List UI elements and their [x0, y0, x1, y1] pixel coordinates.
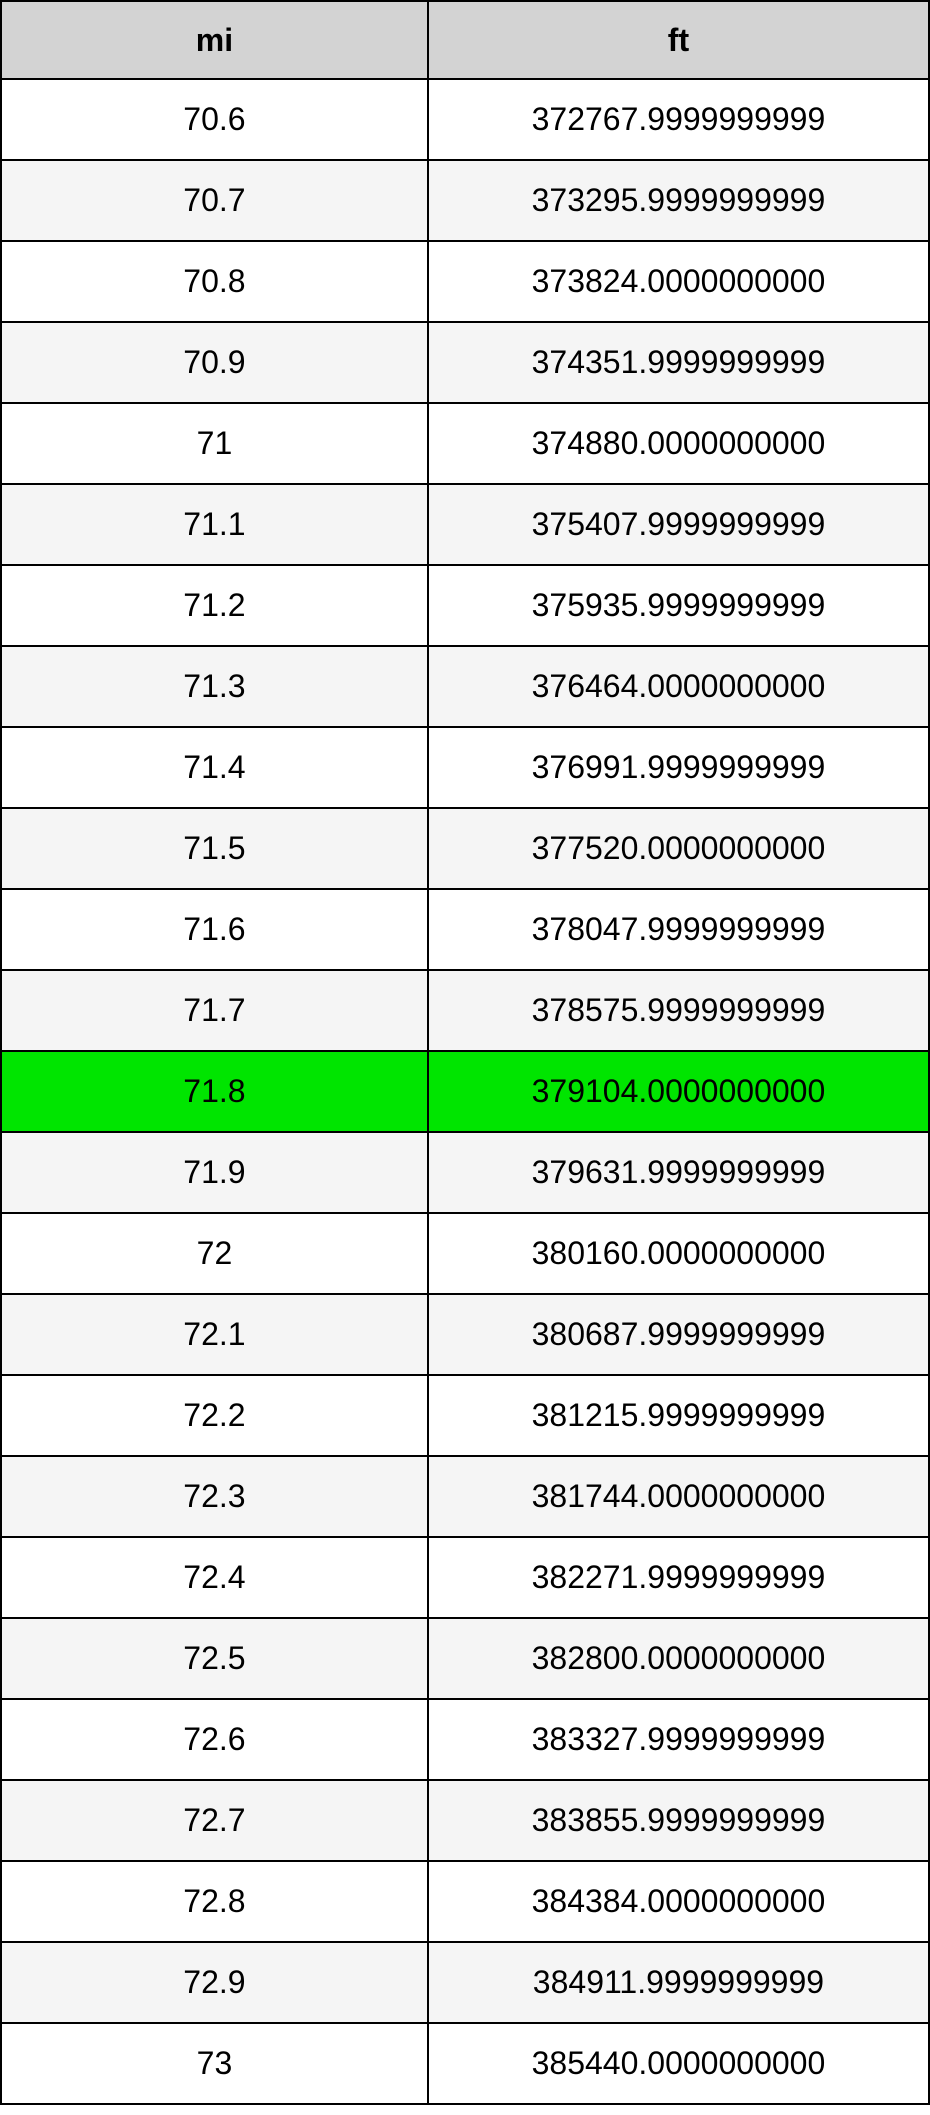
table-row: 71.3376464.0000000000 [1, 646, 929, 727]
cell-mi: 71.7 [1, 970, 428, 1051]
table-row: 71.5377520.0000000000 [1, 808, 929, 889]
cell-ft: 381744.0000000000 [428, 1456, 929, 1537]
conversion-table: mi ft 70.6372767.999999999970.7373295.99… [0, 0, 930, 2105]
cell-ft: 380160.0000000000 [428, 1213, 929, 1294]
cell-mi: 71.5 [1, 808, 428, 889]
cell-ft: 374351.9999999999 [428, 322, 929, 403]
cell-ft: 378575.9999999999 [428, 970, 929, 1051]
table-row: 70.6372767.9999999999 [1, 79, 929, 160]
column-header-mi: mi [1, 1, 428, 79]
cell-mi: 72.4 [1, 1537, 428, 1618]
cell-mi: 72.5 [1, 1618, 428, 1699]
cell-mi: 70.8 [1, 241, 428, 322]
cell-mi: 71.4 [1, 727, 428, 808]
table-body: 70.6372767.999999999970.7373295.99999999… [1, 79, 929, 2104]
cell-ft: 373295.9999999999 [428, 160, 929, 241]
table-row: 73385440.0000000000 [1, 2023, 929, 2104]
cell-ft: 381215.9999999999 [428, 1375, 929, 1456]
cell-ft: 376464.0000000000 [428, 646, 929, 727]
table-row: 70.8373824.0000000000 [1, 241, 929, 322]
table-row: 72.9384911.9999999999 [1, 1942, 929, 2023]
table-row: 72.1380687.9999999999 [1, 1294, 929, 1375]
cell-ft: 384384.0000000000 [428, 1861, 929, 1942]
cell-mi: 73 [1, 2023, 428, 2104]
cell-ft: 383855.9999999999 [428, 1780, 929, 1861]
cell-mi: 72.9 [1, 1942, 428, 2023]
table-row: 71.6378047.9999999999 [1, 889, 929, 970]
cell-ft: 382800.0000000000 [428, 1618, 929, 1699]
table-row: 71.8379104.0000000000 [1, 1051, 929, 1132]
cell-mi: 72.1 [1, 1294, 428, 1375]
cell-mi: 71.2 [1, 565, 428, 646]
table-row: 70.7373295.9999999999 [1, 160, 929, 241]
table-row: 71.9379631.9999999999 [1, 1132, 929, 1213]
table-row: 71.2375935.9999999999 [1, 565, 929, 646]
cell-mi: 72.3 [1, 1456, 428, 1537]
cell-ft: 384911.9999999999 [428, 1942, 929, 2023]
table-row: 72380160.0000000000 [1, 1213, 929, 1294]
table-header-row: mi ft [1, 1, 929, 79]
cell-mi: 72.8 [1, 1861, 428, 1942]
cell-ft: 373824.0000000000 [428, 241, 929, 322]
table-row: 71374880.0000000000 [1, 403, 929, 484]
cell-mi: 71.8 [1, 1051, 428, 1132]
cell-mi: 72.2 [1, 1375, 428, 1456]
table-row: 72.6383327.9999999999 [1, 1699, 929, 1780]
table-row: 72.3381744.0000000000 [1, 1456, 929, 1537]
cell-ft: 372767.9999999999 [428, 79, 929, 160]
table-row: 71.4376991.9999999999 [1, 727, 929, 808]
table-row: 71.1375407.9999999999 [1, 484, 929, 565]
table-row: 70.9374351.9999999999 [1, 322, 929, 403]
cell-mi: 71.1 [1, 484, 428, 565]
cell-mi: 70.7 [1, 160, 428, 241]
cell-mi: 71.6 [1, 889, 428, 970]
cell-ft: 385440.0000000000 [428, 2023, 929, 2104]
cell-ft: 374880.0000000000 [428, 403, 929, 484]
table-row: 71.7378575.9999999999 [1, 970, 929, 1051]
cell-mi: 70.6 [1, 79, 428, 160]
table-row: 72.4382271.9999999999 [1, 1537, 929, 1618]
cell-ft: 375407.9999999999 [428, 484, 929, 565]
cell-mi: 71.3 [1, 646, 428, 727]
column-header-ft: ft [428, 1, 929, 79]
cell-mi: 71.9 [1, 1132, 428, 1213]
table-row: 72.2381215.9999999999 [1, 1375, 929, 1456]
table-row: 72.8384384.0000000000 [1, 1861, 929, 1942]
cell-mi: 72.7 [1, 1780, 428, 1861]
cell-ft: 379104.0000000000 [428, 1051, 929, 1132]
table-row: 72.7383855.9999999999 [1, 1780, 929, 1861]
table-row: 72.5382800.0000000000 [1, 1618, 929, 1699]
cell-mi: 72.6 [1, 1699, 428, 1780]
cell-ft: 382271.9999999999 [428, 1537, 929, 1618]
cell-ft: 379631.9999999999 [428, 1132, 929, 1213]
cell-mi: 70.9 [1, 322, 428, 403]
cell-ft: 378047.9999999999 [428, 889, 929, 970]
cell-ft: 383327.9999999999 [428, 1699, 929, 1780]
cell-mi: 72 [1, 1213, 428, 1294]
cell-ft: 376991.9999999999 [428, 727, 929, 808]
cell-mi: 71 [1, 403, 428, 484]
cell-ft: 375935.9999999999 [428, 565, 929, 646]
cell-ft: 377520.0000000000 [428, 808, 929, 889]
cell-ft: 380687.9999999999 [428, 1294, 929, 1375]
